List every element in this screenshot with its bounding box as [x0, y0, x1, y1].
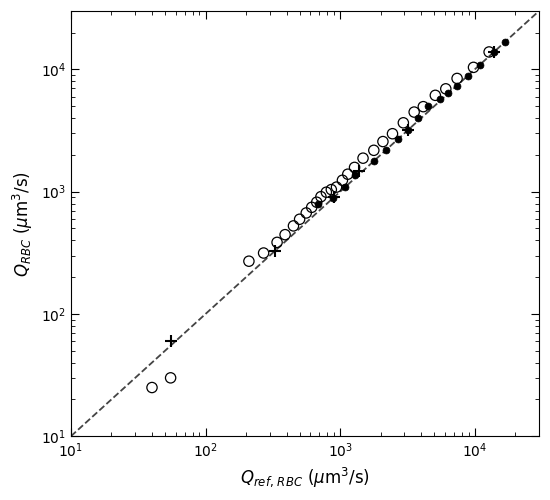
Point	[166, 374, 175, 382]
Point	[381, 146, 390, 154]
Point	[403, 126, 412, 134]
Point	[370, 146, 378, 154]
Point	[312, 198, 321, 206]
Point	[327, 186, 336, 194]
Point	[424, 102, 432, 110]
Point	[316, 192, 325, 200]
Point	[295, 215, 304, 223]
Point	[419, 102, 428, 110]
Point	[469, 64, 478, 72]
Point	[314, 200, 323, 208]
Point	[350, 170, 359, 178]
Point	[245, 257, 254, 265]
Point	[322, 188, 331, 196]
Point	[259, 249, 268, 257]
Point	[280, 230, 289, 238]
Point	[442, 85, 450, 93]
Y-axis label: $Q_{RBC}\ (\mu\mathrm{m}^3/\mathrm{s})$: $Q_{RBC}\ (\mu\mathrm{m}^3/\mathrm{s})$	[11, 170, 35, 276]
Point	[444, 90, 453, 98]
Point	[271, 246, 280, 254]
Point	[289, 222, 298, 230]
Point	[501, 38, 510, 46]
Point	[431, 92, 440, 100]
Point	[463, 72, 472, 80]
Point	[338, 176, 347, 184]
Point	[490, 48, 498, 56]
Point	[359, 154, 367, 162]
X-axis label: $Q_{ref,\,RBC}\ (\mu\mathrm{m}^3/\mathrm{s})$: $Q_{ref,\,RBC}\ (\mu\mathrm{m}^3/\mathrm…	[240, 465, 370, 489]
Point	[410, 108, 419, 116]
Point	[475, 61, 484, 69]
Point	[378, 138, 387, 145]
Point	[403, 126, 412, 134]
Point	[489, 48, 498, 56]
Point	[414, 114, 422, 122]
Point	[435, 94, 444, 102]
Point	[273, 238, 282, 246]
Point	[307, 204, 316, 212]
Point	[399, 119, 408, 127]
Point	[341, 183, 350, 191]
Point	[350, 164, 359, 172]
Point	[302, 209, 311, 217]
Point	[166, 337, 175, 345]
Point	[343, 170, 352, 178]
Point	[453, 82, 461, 90]
Point	[328, 194, 337, 202]
Point	[485, 48, 493, 56]
Point	[388, 130, 397, 138]
Point	[370, 157, 378, 165]
Point	[329, 194, 338, 202]
Point	[453, 74, 461, 82]
Point	[332, 183, 341, 191]
Point	[355, 167, 364, 175]
Point	[393, 136, 402, 143]
Point	[147, 384, 156, 392]
